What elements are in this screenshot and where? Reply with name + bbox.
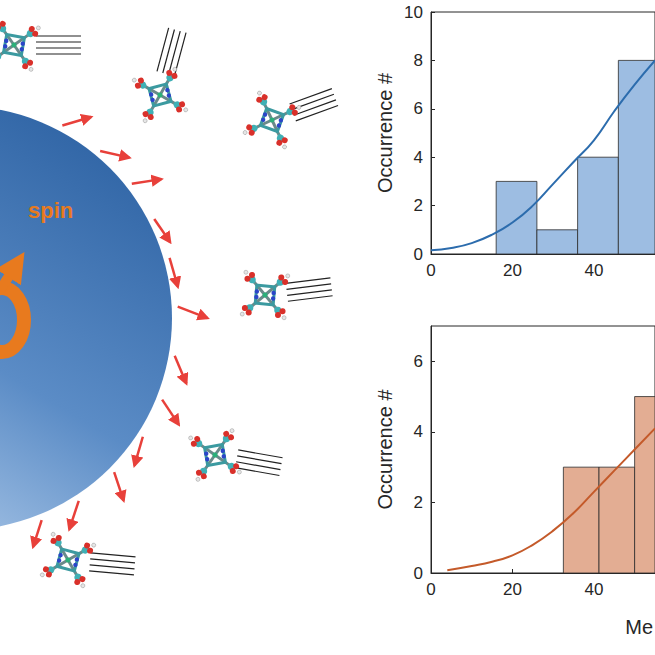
svg-text:Occurrence #: Occurrence # — [374, 389, 396, 510]
svg-text:6: 6 — [414, 352, 423, 371]
svg-text:40: 40 — [584, 580, 603, 599]
svg-text:spin: spin — [28, 198, 73, 223]
svg-text:2: 2 — [414, 493, 423, 512]
svg-text:0: 0 — [414, 245, 423, 264]
svg-text:4: 4 — [414, 148, 423, 167]
svg-text:0: 0 — [414, 564, 423, 583]
svg-text:8: 8 — [414, 51, 423, 70]
svg-text:4: 4 — [414, 422, 423, 441]
svg-text:10: 10 — [404, 3, 423, 22]
svg-text:2: 2 — [414, 196, 423, 215]
svg-text:20: 20 — [503, 261, 522, 280]
svg-text:Me: Me — [625, 616, 653, 638]
svg-text:0: 0 — [426, 580, 435, 599]
svg-text:6: 6 — [414, 99, 423, 118]
svg-text:Occurrence #: Occurrence # — [374, 72, 396, 193]
svg-text:0: 0 — [426, 261, 435, 280]
svg-text:20: 20 — [503, 580, 522, 599]
svg-text:40: 40 — [584, 261, 603, 280]
